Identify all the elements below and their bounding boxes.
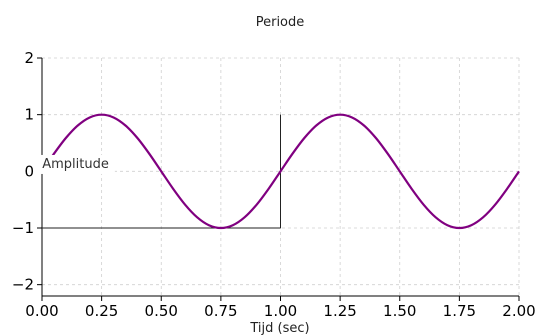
chart-title: Periode	[256, 15, 305, 30]
annotation-background-0	[36, 154, 115, 174]
x-tick-label-0: 0.00	[25, 302, 58, 320]
x-tick-label-4: 1.00	[264, 302, 297, 320]
annotations: Amplitude	[36, 154, 115, 174]
series-group	[41, 113, 520, 230]
x-tick-label-2: 0.50	[145, 302, 178, 320]
x-tick-label-7: 1.75	[443, 302, 476, 320]
y-tick-label-0: −2	[12, 276, 34, 294]
x-axis-ticks: 0.00 0.25 0.50 0.75 1.00 1.25 1.50 1.75 2.00	[25, 296, 536, 320]
x-tick-label-8: 2.00	[502, 302, 535, 320]
x-tick-label-6: 1.50	[383, 302, 416, 320]
x-axis-title: Tijd (sec)	[249, 321, 309, 336]
x-tick-label-1: 0.25	[85, 302, 118, 320]
y-tick-label-3: 1	[24, 106, 34, 124]
y-tick-label-4: 2	[24, 49, 34, 67]
series-line-0	[41, 113, 520, 230]
annotation-label-0: Amplitude	[42, 157, 109, 172]
grid	[41, 57, 520, 296]
y-tick-label-1: −1	[12, 219, 34, 237]
y-tick-label-2: 0	[24, 162, 34, 180]
x-tick-label-5: 1.25	[323, 302, 356, 320]
x-tick-label-3: 0.75	[204, 302, 237, 320]
